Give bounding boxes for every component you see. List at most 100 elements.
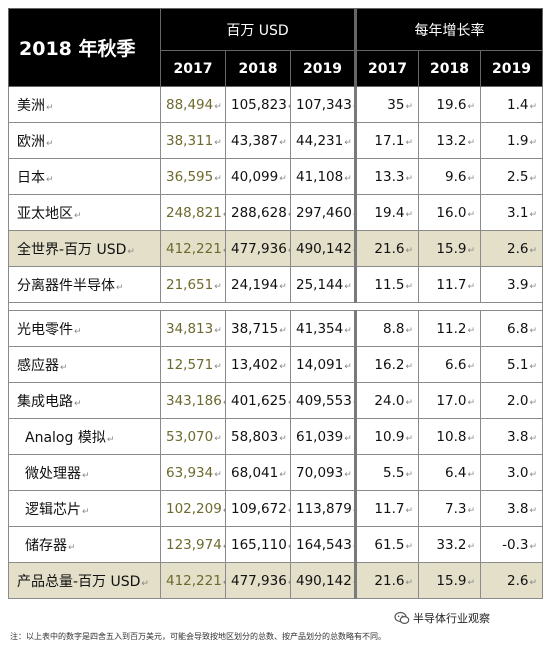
table-row: 逻辑芯片↵102,209↵109,672↵113,879↵11.7↵7.3↵3.…: [8, 490, 544, 527]
value-2018-text: 165,110: [231, 536, 287, 553]
value-2017: 63,934↵: [160, 454, 226, 491]
value-2019-text: 41,354: [296, 320, 344, 337]
paragraph-mark: ↵: [353, 398, 355, 408]
paragraph-mark: ↵: [405, 505, 414, 516]
paragraph-mark: ↵: [405, 469, 414, 480]
paragraph-mark: ↵: [529, 541, 538, 552]
value-2017-text: 412,221: [166, 240, 222, 257]
paragraph-mark: ↵: [467, 245, 476, 256]
paragraph-mark: ↵: [223, 210, 225, 220]
growth-2018-text: 10.8: [436, 428, 467, 445]
growth-2018: 6.6↵: [418, 346, 482, 383]
paragraph-mark: ↵: [127, 246, 135, 257]
growth-2017: 24.0↵: [354, 382, 420, 419]
table-row: 储存器↵123,974↵165,110↵164,543↵61.5↵33.2↵-0…: [8, 526, 544, 563]
table-row: 美洲↵88,494↵105,823↵107,343↵35↵19.6↵1.4↵: [8, 86, 544, 123]
row-label-text: 全世界-百万 USD: [17, 241, 127, 258]
row-label-text: 产品总量-百万 USD: [17, 573, 141, 590]
growth-2019-text: 6.8: [507, 320, 529, 337]
growth-2017: 17.1↵: [354, 122, 420, 159]
paragraph-mark: ↵: [214, 173, 222, 184]
value-2019: 409,553↵: [289, 382, 357, 419]
paragraph-mark: ↵: [74, 398, 82, 409]
paragraph-mark: ↵: [288, 102, 290, 112]
paragraph-mark: ↵: [529, 281, 538, 292]
value-2019: 41,108↵: [289, 158, 357, 195]
paragraph-mark: ↵: [288, 398, 290, 408]
growth-2018: 17.0↵: [418, 382, 482, 419]
value-2018-text: 68,041: [231, 464, 279, 481]
row-label: 亚太地区↵: [8, 194, 161, 231]
paragraph-mark: ↵: [467, 209, 476, 220]
value-2019: 44,231↵: [289, 122, 357, 159]
table-row: 日本↵ 36,595↵ 40,099↵ 41,108↵ 13.3↵ 9.6↵ 2.5↵: [8, 158, 544, 195]
value-2017-text: 88,494: [166, 96, 214, 113]
value-2018-text: 40,099: [231, 168, 279, 185]
growth-2017: 16.2↵: [354, 346, 420, 383]
paragraph-mark: ↵: [141, 578, 149, 589]
growth-2018: 7.3↵: [418, 490, 482, 527]
paragraph-mark: ↵: [405, 433, 414, 444]
growth-2019: 3.0↵: [480, 454, 544, 491]
value-2018-text: 58,803: [231, 428, 279, 445]
table-row: 感应器↵ 12,571↵ 13,402↵ 14,091↵ 16.2↵ 6.6↵ 5.1↵: [8, 346, 544, 383]
paragraph-mark: ↵: [405, 325, 414, 336]
paragraph-mark: ↵: [467, 397, 476, 408]
year-header: 2018: [418, 50, 482, 87]
value-2019-text: 409,553: [296, 392, 352, 409]
value-2017-text: 12,571: [166, 356, 214, 373]
paragraph-mark: ↵: [467, 469, 476, 480]
growth-2019: 3.8↵: [480, 418, 544, 455]
paragraph-mark: ↵: [353, 578, 355, 588]
group-header-growth: 每年增长率: [354, 8, 544, 51]
value-2018: 58,803↵: [225, 418, 291, 455]
paragraph-mark: ↵: [279, 137, 287, 148]
value-2019-text: 41,108: [296, 168, 344, 185]
row-label: 日本↵: [8, 158, 161, 195]
growth-2017-text: 61.5: [374, 536, 405, 553]
value-2017: 248,821↵: [160, 194, 226, 231]
value-2017: 21,651↵: [160, 266, 226, 303]
paragraph-mark: ↵: [405, 209, 414, 220]
value-2019-text: 164,543: [296, 536, 352, 553]
paragraph-mark: ↵: [214, 101, 222, 112]
growth-2017: 10.9↵: [354, 418, 420, 455]
table-row: 分离器件半导体↵ 21,651↵ 24,194↵ 25,144↵ 11.5↵ 11.7↵ 3…: [8, 266, 544, 303]
paragraph-mark: ↵: [74, 210, 82, 221]
growth-2019-text: 2.6: [507, 240, 529, 257]
value-2017-text: 102,209: [166, 500, 222, 517]
paragraph-mark: ↵: [529, 173, 538, 184]
paragraph-mark: ↵: [82, 470, 90, 481]
paragraph-mark: ↵: [46, 174, 54, 185]
growth-2017-text: 35: [387, 96, 405, 113]
paragraph-mark: ↵: [288, 542, 290, 552]
paragraph-mark: ↵: [116, 282, 124, 293]
watermark: 半导体行业观察: [392, 610, 492, 626]
value-2018: 68,041↵: [225, 454, 291, 491]
paragraph-mark: ↵: [214, 361, 222, 372]
paragraph-mark: ↵: [353, 506, 355, 516]
value-2019-text: 25,144: [296, 276, 344, 293]
value-2017: 34,813↵: [160, 310, 226, 347]
row-label: 集成电路↵: [8, 382, 161, 419]
growth-2018-text: 17.0: [436, 392, 467, 409]
row-label: 光电零件↵: [8, 310, 161, 347]
growth-2019-text: 2.6: [507, 572, 529, 589]
growth-2019-text: 3.0: [507, 464, 529, 481]
paragraph-mark: ↵: [344, 433, 352, 444]
value-2019-text: 44,231: [296, 132, 344, 149]
paragraph-mark: ↵: [223, 542, 225, 552]
growth-2017-text: 11.7: [374, 500, 405, 517]
growth-2017-text: 19.4: [374, 204, 405, 221]
value-2017-text: 412,221: [166, 572, 222, 589]
row-label-text: 感应器: [17, 357, 59, 374]
value-2018: 477,936↵: [225, 230, 291, 267]
growth-2019-text: 2.0: [507, 392, 529, 409]
value-2017-text: 34,813: [166, 320, 214, 337]
value-2018: 43,387↵: [225, 122, 291, 159]
value-2019: 297,460↵: [289, 194, 357, 231]
paragraph-mark: ↵: [467, 361, 476, 372]
growth-2019-text: 3.8: [507, 428, 529, 445]
paragraph-mark: ↵: [279, 361, 287, 372]
value-2019-text: 107,343: [296, 96, 352, 113]
